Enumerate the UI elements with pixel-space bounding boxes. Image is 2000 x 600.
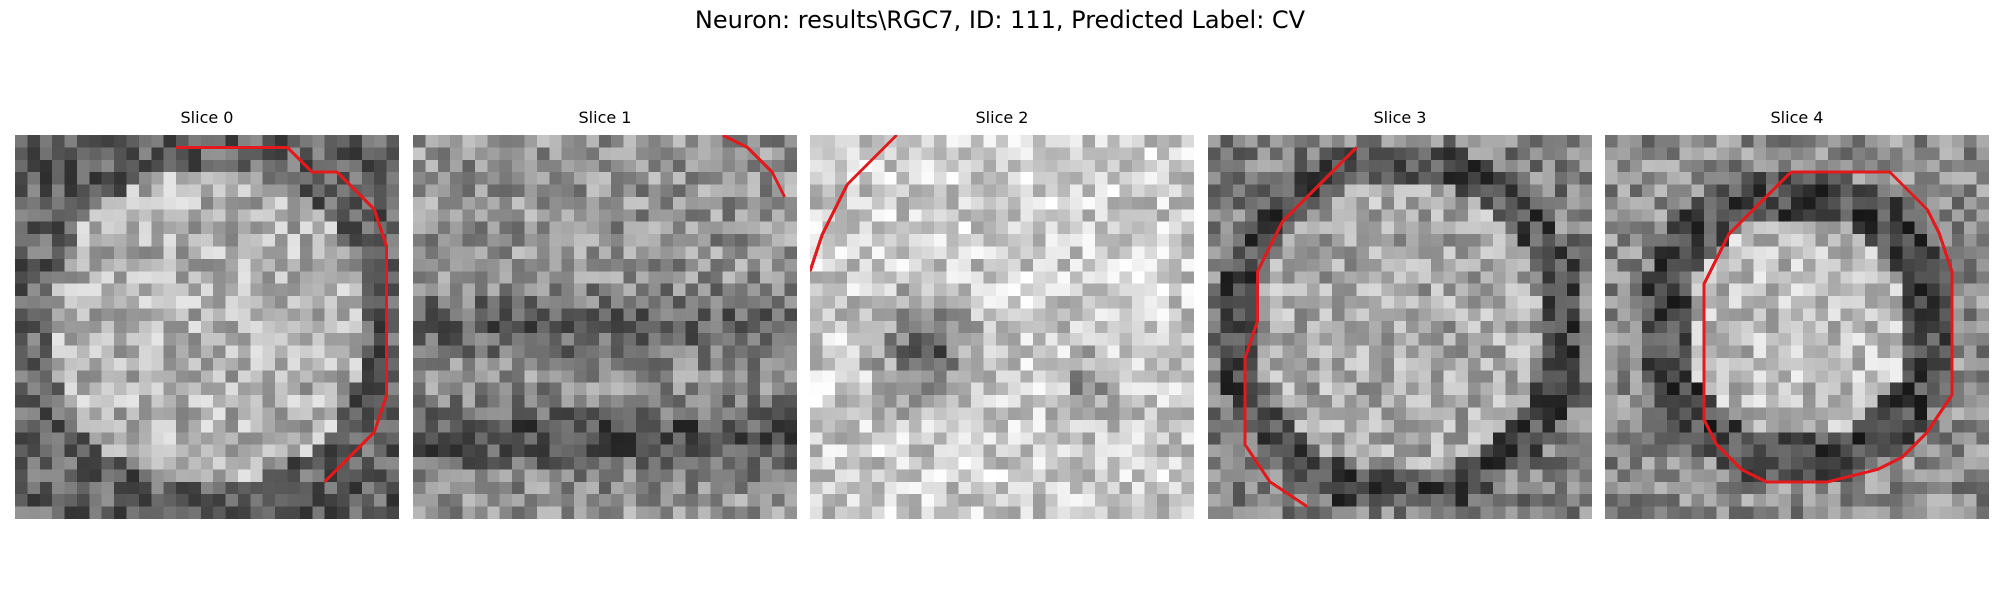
cell-contour (721, 135, 786, 198)
cell-contour (176, 145, 389, 483)
slice-image-4 (1605, 135, 1989, 519)
slice-image-2 (810, 135, 1194, 519)
cell-contour (1243, 146, 1358, 508)
figure-title: Neuron: results\RGC7, ID: 111, Predicted… (694, 6, 1306, 34)
slice-image-3 (1208, 135, 1592, 519)
slice-2-heatmap (810, 135, 1194, 519)
slice-image-0 (15, 135, 399, 519)
slice-3-heatmap (1208, 135, 1592, 519)
cell-contour (1702, 170, 1954, 484)
slice-4-heatmap (1605, 135, 1989, 519)
slice-1-heatmap (413, 135, 797, 519)
slice-title-3: Slice 3 (1373, 108, 1427, 127)
slice-title-1: Slice 1 (578, 108, 632, 127)
slice-0-heatmap (15, 135, 399, 519)
slice-image-1 (413, 135, 797, 519)
slice-title-2: Slice 2 (975, 108, 1029, 127)
cell-contour (810, 135, 898, 272)
slice-title-4: Slice 4 (1770, 108, 1824, 127)
slice-title-0: Slice 0 (180, 108, 234, 127)
